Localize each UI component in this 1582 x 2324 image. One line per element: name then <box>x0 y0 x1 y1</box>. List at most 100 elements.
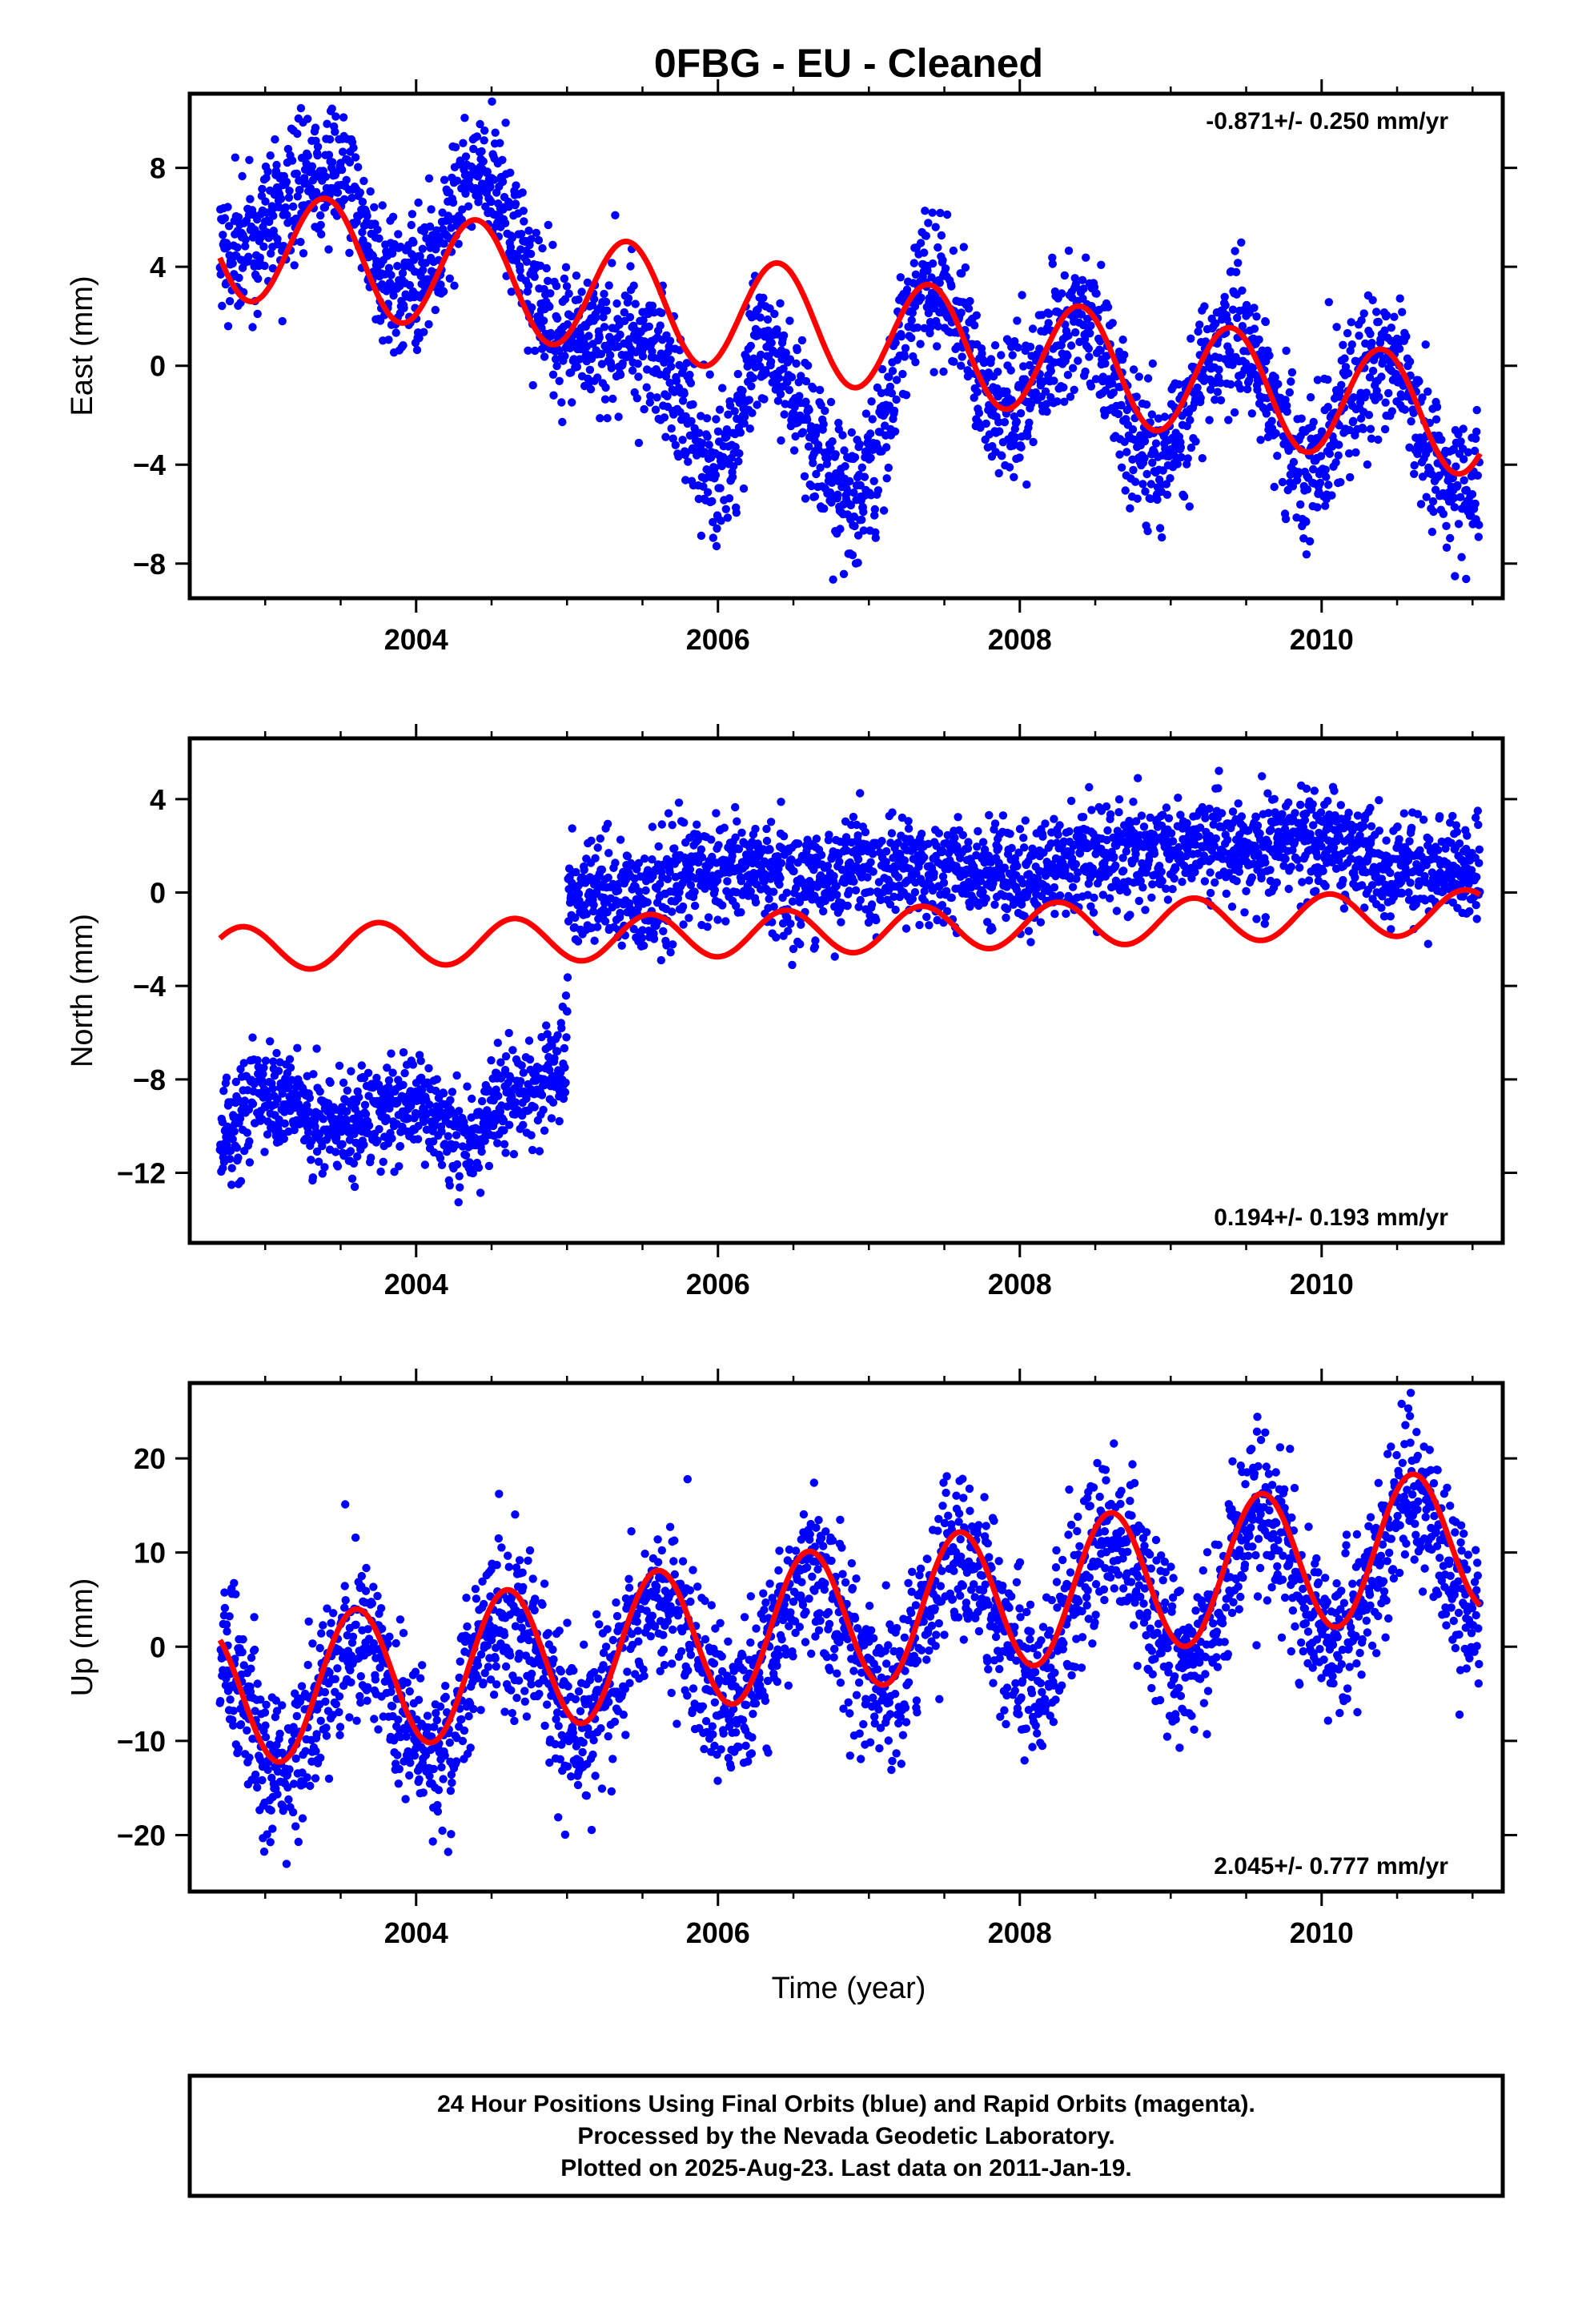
north-data-point <box>388 1068 397 1077</box>
north-data-point <box>561 1078 570 1088</box>
east-data-point <box>809 384 817 393</box>
north-data-point <box>548 1041 556 1050</box>
east-data-point <box>1460 455 1468 464</box>
east-data-point <box>1274 380 1283 388</box>
north-data-point <box>825 830 833 839</box>
north-data-point <box>248 1033 257 1042</box>
east-data-point <box>1382 311 1391 320</box>
east-data-point <box>1315 478 1325 488</box>
east-data-point <box>839 569 849 578</box>
north-data-point <box>852 820 861 830</box>
east-data-point <box>685 370 694 380</box>
north-data-point <box>988 924 997 934</box>
east-data-point <box>616 370 625 380</box>
north-data-point <box>1131 850 1140 858</box>
east-data-point <box>1343 328 1352 338</box>
east-data-point <box>994 417 1003 427</box>
east-data-point <box>271 135 279 144</box>
north-data-point <box>248 1100 258 1108</box>
east-data-point <box>776 390 785 399</box>
east-data-point <box>1050 376 1058 385</box>
east-data-point <box>545 302 554 312</box>
east-data-point <box>1387 324 1396 332</box>
north-data-point <box>1020 843 1029 852</box>
east-data-point <box>937 231 946 240</box>
east-data-point <box>902 285 912 294</box>
east-data-point <box>296 237 305 247</box>
north-data-point <box>513 1106 522 1115</box>
east-data-point <box>1313 376 1323 384</box>
north-data-point <box>685 914 693 923</box>
north-data-point <box>837 918 845 927</box>
east-data-point <box>787 372 797 382</box>
east-data-point <box>911 270 921 279</box>
east-data-point <box>375 234 383 243</box>
east-data-point <box>689 400 697 409</box>
north-data-point <box>572 867 580 877</box>
east-data-point <box>568 398 576 407</box>
east-data-point <box>531 346 540 356</box>
north-data-point <box>670 844 679 853</box>
east-data-point <box>1324 298 1334 307</box>
north-data-point <box>1036 918 1046 927</box>
north-data-point <box>721 917 730 926</box>
north-data-point <box>493 1139 502 1148</box>
north-data-point <box>966 903 974 911</box>
east-data-point <box>416 251 424 261</box>
east-data-point <box>1456 493 1465 501</box>
north-data-point <box>399 1080 408 1090</box>
north-data-point <box>280 1119 289 1128</box>
east-data-point <box>366 187 375 196</box>
east-data-point <box>856 480 865 490</box>
north-data-point <box>617 941 626 951</box>
east-data-point <box>651 405 661 414</box>
north-data-point <box>1111 876 1121 886</box>
east-data-point <box>1321 501 1330 510</box>
figure-title: 0FBG - EU - Cleaned <box>654 41 1043 86</box>
east-data-point <box>339 113 348 122</box>
east-data-point <box>269 211 278 220</box>
east-data-point <box>564 289 573 298</box>
east-x-tick-label: 2006 <box>686 623 750 656</box>
east-data-point <box>1070 274 1079 283</box>
east-data-point <box>1427 528 1437 537</box>
north-data-point <box>395 1162 404 1171</box>
east-data-point <box>705 370 714 379</box>
east-data-point <box>1071 328 1080 337</box>
east-data-point <box>1008 351 1017 360</box>
east-data-point <box>916 340 925 348</box>
east-data-point <box>295 186 304 195</box>
north-data-point <box>413 1135 423 1144</box>
north-data-point <box>477 1147 486 1156</box>
east-data-point <box>722 432 731 441</box>
north-data-point <box>849 877 858 887</box>
north-data-point <box>908 895 917 903</box>
north-data-point <box>784 927 793 935</box>
north-data-point <box>519 1068 528 1077</box>
north-data-point <box>452 1131 461 1140</box>
north-data-point <box>253 1055 262 1065</box>
north-data-point <box>869 850 877 858</box>
east-data-point <box>272 160 281 170</box>
east-data-point <box>1017 443 1026 452</box>
east-data-point <box>558 417 567 427</box>
east-data-point <box>498 177 508 187</box>
east-data-point <box>950 357 958 366</box>
east-data-point <box>534 235 544 245</box>
east-data-point <box>1429 507 1438 517</box>
north-data-point <box>690 901 700 911</box>
east-data-point <box>518 188 527 197</box>
north-data-point <box>1055 891 1065 900</box>
north-data-point <box>1007 843 1016 853</box>
east-data-point <box>1365 373 1375 382</box>
north-data-point <box>547 1114 556 1123</box>
east-data-point <box>278 316 287 326</box>
north-data-point <box>347 1174 357 1184</box>
east-data-point <box>489 175 499 184</box>
north-data-point <box>915 920 924 930</box>
east-data-point <box>1473 471 1483 480</box>
north-data-point <box>788 960 797 970</box>
east-data-point <box>321 172 331 181</box>
north-data-point <box>1139 822 1149 831</box>
east-data-point <box>728 472 737 481</box>
